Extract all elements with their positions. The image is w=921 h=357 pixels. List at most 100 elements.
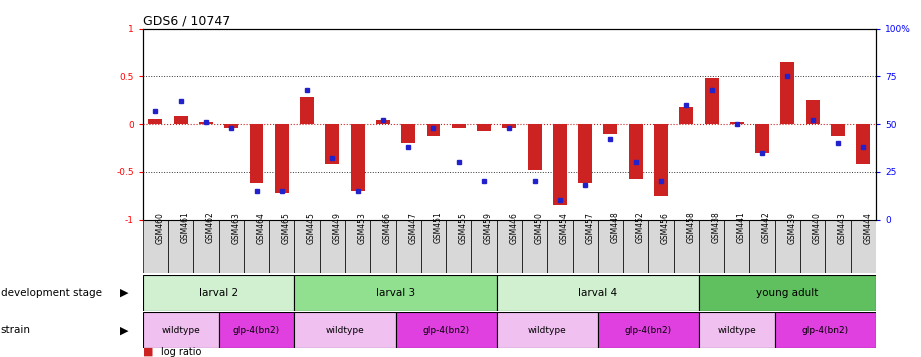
Text: GSM441: GSM441 (737, 212, 746, 243)
Bar (624, 220, 648, 273)
Bar (680, 107, 694, 124)
Bar (295, 220, 320, 273)
Bar (426, 124, 440, 136)
Bar (452, 124, 466, 128)
Bar (496, 220, 522, 273)
Bar (806, 100, 820, 124)
Bar (603, 124, 617, 134)
Text: GSM466: GSM466 (383, 212, 392, 243)
Bar (193, 220, 218, 273)
Text: GSM462: GSM462 (206, 212, 215, 243)
Bar (402, 124, 415, 143)
Bar (800, 220, 825, 273)
Bar (705, 78, 718, 124)
Bar (598, 220, 624, 273)
Bar (547, 220, 573, 273)
Text: wildtype: wildtype (717, 326, 756, 335)
Text: young adult: young adult (756, 288, 819, 298)
Bar (750, 220, 775, 273)
Bar (325, 124, 339, 164)
Text: GSM460: GSM460 (156, 212, 164, 243)
Text: larval 2: larval 2 (199, 288, 239, 298)
Bar (395, 312, 496, 348)
Bar (199, 122, 213, 124)
Text: GSM438: GSM438 (712, 212, 720, 243)
Text: GSM449: GSM449 (332, 212, 342, 243)
Text: GSM451: GSM451 (434, 212, 442, 243)
Bar (218, 220, 244, 273)
Bar (370, 220, 395, 273)
Text: log ratio: log ratio (161, 347, 202, 357)
Bar (225, 124, 239, 128)
Text: glp-4(bn2): glp-4(bn2) (233, 326, 280, 335)
Bar (345, 220, 370, 273)
Text: wildtype: wildtype (161, 326, 200, 335)
Text: GSM444: GSM444 (863, 212, 872, 243)
Text: GSM447: GSM447 (408, 212, 417, 243)
Bar (477, 124, 491, 131)
Bar (269, 220, 295, 273)
Bar (320, 220, 345, 273)
Bar (143, 312, 218, 348)
Text: GSM442: GSM442 (762, 212, 771, 243)
Text: GSM456: GSM456 (661, 212, 670, 243)
Bar (376, 120, 390, 124)
Text: GSM439: GSM439 (787, 212, 797, 243)
Bar (724, 220, 750, 273)
Text: GSM443: GSM443 (838, 212, 847, 243)
Bar (857, 124, 870, 164)
Text: wildtype: wildtype (326, 326, 365, 335)
Bar (573, 220, 598, 273)
Bar (143, 275, 295, 311)
Bar (143, 220, 168, 273)
Bar (496, 275, 699, 311)
Bar (295, 312, 395, 348)
Text: strain: strain (1, 325, 31, 335)
Bar (522, 220, 547, 273)
Bar (729, 122, 744, 124)
Text: GSM464: GSM464 (257, 212, 265, 243)
Bar (528, 124, 542, 170)
Bar (825, 220, 851, 273)
Bar (699, 220, 724, 273)
Text: wildtype: wildtype (528, 326, 566, 335)
Bar (629, 124, 643, 180)
Bar (274, 124, 289, 193)
Bar (654, 124, 668, 196)
Bar (168, 220, 193, 273)
Bar (775, 312, 876, 348)
Bar (831, 124, 845, 136)
Text: GSM458: GSM458 (686, 212, 695, 243)
Bar (218, 312, 295, 348)
Bar (699, 275, 876, 311)
Text: GSM446: GSM446 (509, 212, 519, 243)
Bar (351, 124, 365, 191)
Bar (780, 62, 794, 124)
Text: glp-4(bn2): glp-4(bn2) (802, 326, 849, 335)
Text: GSM448: GSM448 (611, 212, 620, 243)
Text: glp-4(bn2): glp-4(bn2) (624, 326, 672, 335)
Text: GSM461: GSM461 (181, 212, 190, 243)
Text: GSM454: GSM454 (560, 212, 569, 243)
Bar (446, 220, 472, 273)
Text: GSM457: GSM457 (585, 212, 594, 243)
Bar (472, 220, 496, 273)
Text: glp-4(bn2): glp-4(bn2) (423, 326, 470, 335)
Bar (300, 97, 314, 124)
Bar (699, 312, 775, 348)
Text: GSM452: GSM452 (635, 212, 645, 243)
Bar (598, 312, 699, 348)
Bar (295, 275, 496, 311)
Bar (775, 220, 800, 273)
Bar (421, 220, 446, 273)
Text: ▶: ▶ (120, 325, 128, 335)
Text: GSM463: GSM463 (231, 212, 240, 243)
Text: ▶: ▶ (120, 288, 128, 298)
Bar (250, 124, 263, 183)
Text: GSM445: GSM445 (307, 212, 316, 243)
Bar (553, 124, 566, 205)
Bar (502, 124, 517, 128)
Bar (648, 220, 673, 273)
Bar (496, 312, 598, 348)
Bar (148, 119, 162, 124)
